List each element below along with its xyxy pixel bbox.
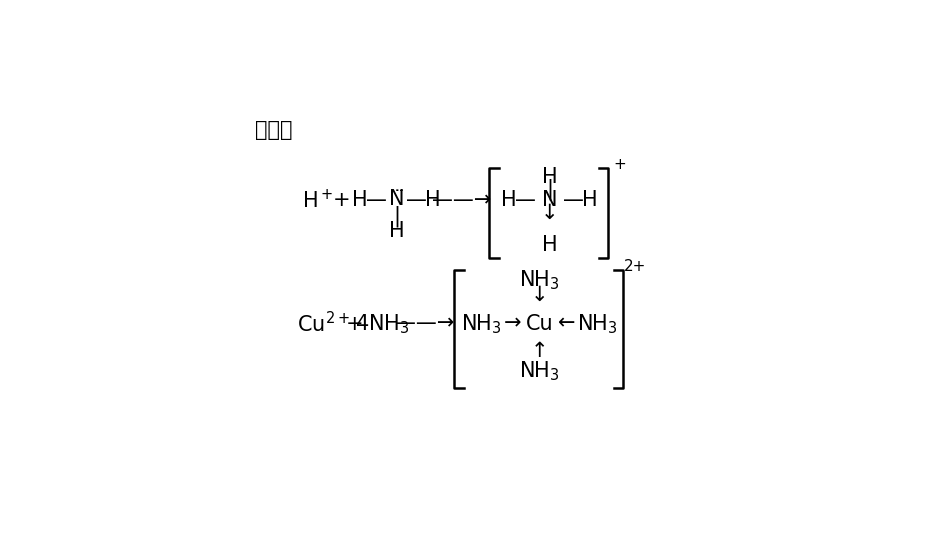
Text: 2+: 2+ bbox=[623, 259, 646, 274]
Text: N̈: N̈ bbox=[390, 189, 405, 209]
Text: —: — bbox=[515, 190, 536, 210]
Text: H: H bbox=[352, 190, 368, 210]
Text: Cu: Cu bbox=[526, 314, 554, 334]
Text: +: + bbox=[333, 190, 351, 210]
Text: ↑: ↑ bbox=[531, 340, 549, 361]
Text: H: H bbox=[542, 167, 558, 187]
Text: H: H bbox=[425, 190, 440, 210]
Text: Cu$^{2+}$: Cu$^{2+}$ bbox=[297, 311, 350, 337]
Text: |: | bbox=[546, 178, 553, 200]
Text: —: — bbox=[406, 190, 427, 210]
Text: →: → bbox=[504, 314, 522, 334]
Text: H: H bbox=[390, 221, 405, 241]
Text: 4NH$_3$: 4NH$_3$ bbox=[355, 312, 409, 335]
Text: ——→: ——→ bbox=[432, 190, 491, 210]
Text: |: | bbox=[393, 205, 401, 226]
Text: H$^+$: H$^+$ bbox=[302, 188, 333, 212]
Text: H: H bbox=[502, 190, 517, 210]
Text: N: N bbox=[542, 190, 558, 210]
Text: H: H bbox=[542, 235, 558, 255]
Text: NH$_3$: NH$_3$ bbox=[520, 269, 560, 292]
Text: ←: ← bbox=[559, 314, 576, 334]
Text: —: — bbox=[563, 190, 584, 210]
Text: ——→: ——→ bbox=[394, 314, 454, 334]
Text: NH$_3$: NH$_3$ bbox=[577, 312, 618, 335]
Text: ↓: ↓ bbox=[531, 285, 549, 305]
Text: 再如：: 再如： bbox=[255, 120, 293, 140]
Text: NH$_3$: NH$_3$ bbox=[461, 312, 502, 335]
Text: +: + bbox=[614, 157, 626, 172]
Text: —: — bbox=[366, 190, 387, 210]
Text: +: + bbox=[346, 314, 363, 334]
Text: ↓: ↓ bbox=[541, 203, 559, 223]
Text: NH$_3$: NH$_3$ bbox=[520, 360, 560, 383]
Text: H: H bbox=[582, 190, 598, 210]
